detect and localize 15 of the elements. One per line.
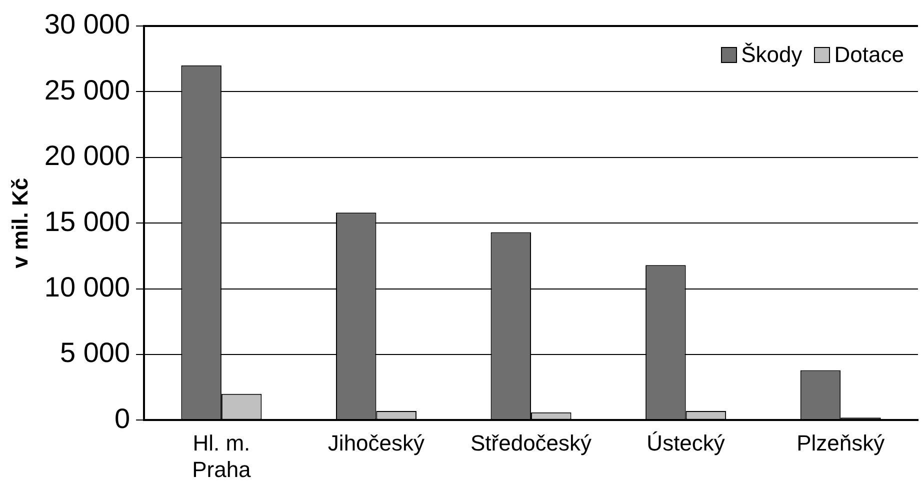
- x-tick-label: Středočeský: [470, 430, 592, 456]
- y-axis-title: v mil. Kč: [7, 178, 32, 268]
- x-tick-label: Hl. m. Praha: [192, 430, 252, 482]
- legend-label: Dotace: [834, 42, 904, 68]
- y-tick-label: 5 000: [60, 337, 130, 368]
- x-tick-label: Plzeňský: [796, 430, 885, 456]
- x-tick-label: Ústecký: [646, 430, 725, 456]
- legend-label: Škody: [741, 42, 802, 68]
- y-tick-label: 30 000: [44, 8, 130, 40]
- y-tick-label: 10 000: [44, 272, 130, 303]
- y-tick-label: 25 000: [44, 74, 130, 106]
- y-tick-label: 0: [114, 402, 130, 434]
- x-tick-label: Jihočeský: [328, 430, 425, 456]
- y-tick-label: 15 000: [44, 206, 130, 237]
- y-tick-label: 20 000: [44, 140, 130, 172]
